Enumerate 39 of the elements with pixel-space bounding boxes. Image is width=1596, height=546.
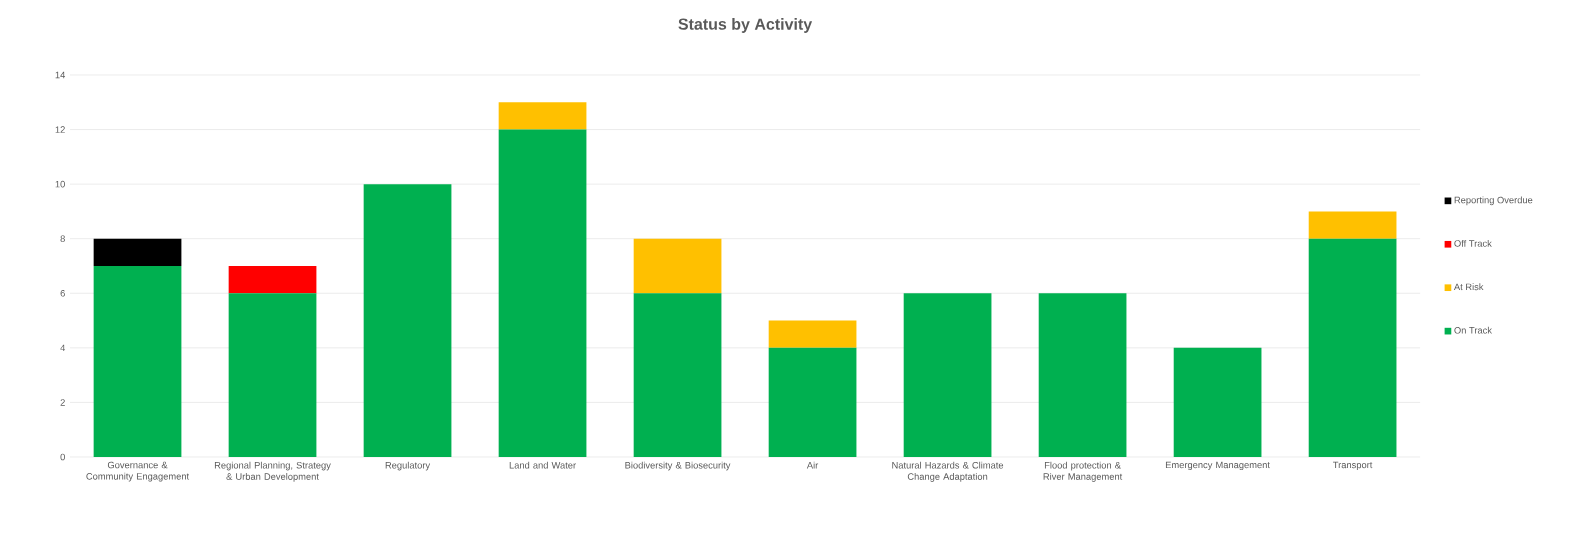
legend-label: Off Track <box>1454 239 1492 247</box>
legend-label: Reporting Overdue <box>1454 196 1533 206</box>
bar <box>1173 347 1262 457</box>
bar <box>498 129 587 457</box>
bar <box>93 238 182 266</box>
bar <box>1308 211 1397 239</box>
y-tick-label: 10 <box>55 180 65 188</box>
y-tick-label: 0 <box>60 453 65 461</box>
bar <box>1308 238 1397 457</box>
x-tick-label: Natural Hazards & Climate Change Adaptation <box>892 461 1004 482</box>
bar <box>768 320 857 348</box>
bar <box>363 184 452 457</box>
x-tick-label: Air <box>806 461 819 469</box>
bar <box>633 293 722 457</box>
x-tick-label: Flood protection & River Management <box>1043 461 1123 482</box>
x-tick-label: Governance & Community Engagement <box>86 461 190 482</box>
legend-label: At Risk <box>1453 283 1484 291</box>
legend-label: On Track <box>1454 326 1492 334</box>
x-tick-label: Regulatory <box>385 461 431 471</box>
bar <box>768 347 857 457</box>
y-tick-label: 14 <box>55 71 66 79</box>
bar <box>228 265 317 294</box>
bar <box>228 293 317 457</box>
x-tick-label: Biodiversity & Biosecurity <box>625 461 731 471</box>
y-tick-label: 6 <box>60 289 65 297</box>
bar <box>1038 293 1127 457</box>
y-tick-label: 12 <box>55 126 65 133</box>
bar <box>633 238 722 294</box>
bar <box>903 293 992 457</box>
chart-title: Status by Activity <box>678 18 813 33</box>
bar <box>93 265 182 457</box>
x-tick-label: Transport <box>1333 461 1373 471</box>
x-tick-label: Emergency Management <box>1165 461 1270 471</box>
x-tick-label: Land and Water <box>509 461 576 469</box>
y-tick-label: 2 <box>60 399 65 406</box>
y-tick-label: 8 <box>60 235 65 242</box>
y-tick-label: 4 <box>60 344 66 352</box>
x-tick-label: Regional Planning, Strategy & Urban Development <box>214 461 331 482</box>
bar <box>498 102 587 130</box>
